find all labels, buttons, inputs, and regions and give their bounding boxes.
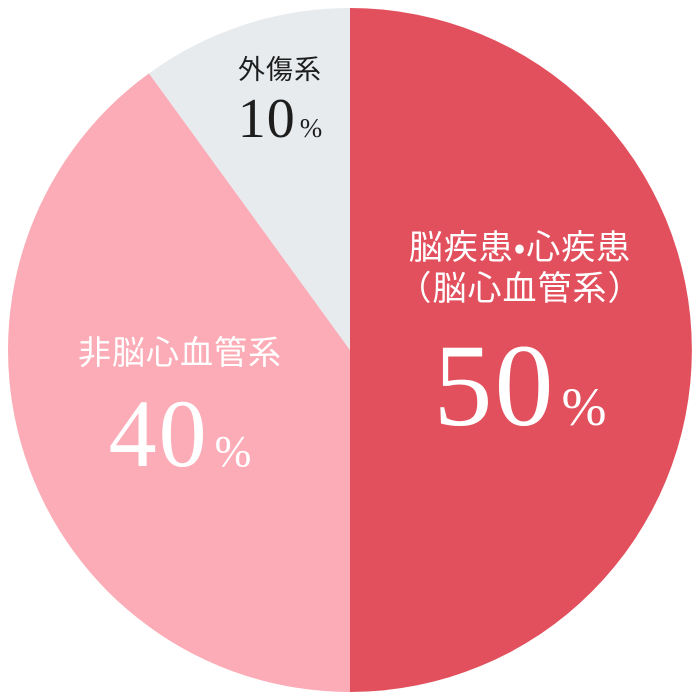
slice-label-trauma: 外傷系 10% (180, 54, 380, 147)
slice-value-percent-brain-heart: % (561, 376, 607, 437)
pie-slice-brain-heart[interactable] (350, 8, 692, 692)
slice-value-percent-trauma: % (299, 112, 323, 143)
pie-slice-trauma[interactable] (148, 8, 350, 350)
slice-value-trauma: 10% (180, 91, 380, 147)
slice-value-non-cardio: 40% (20, 386, 340, 482)
slice-value-number-non-cardio: 40 (108, 380, 209, 488)
slice-label-non-cardio: 非脳心血管系 40% (20, 334, 340, 482)
pie-slice-non-cardio[interactable] (8, 73, 350, 692)
slice-value-number-brain-heart: 50 (433, 319, 556, 451)
slice-label-trauma-line1: 外傷系 (238, 55, 322, 85)
slice-value-number-trauma: 10 (237, 87, 296, 150)
slice-value-brain-heart: 50% (355, 319, 685, 451)
slice-value-percent-non-cardio: % (214, 427, 252, 477)
slice-label-non-cardio-line1: 非脳心血管系 (78, 336, 282, 372)
slice-label-brain-heart-line1: 脳疾患・心疾患 (408, 230, 632, 267)
slice-label-brain-heart: 脳疾患・心疾患 （脳心血管系） 50% (355, 228, 685, 445)
slice-label-brain-heart-line2: （脳心血管系） (397, 271, 643, 309)
